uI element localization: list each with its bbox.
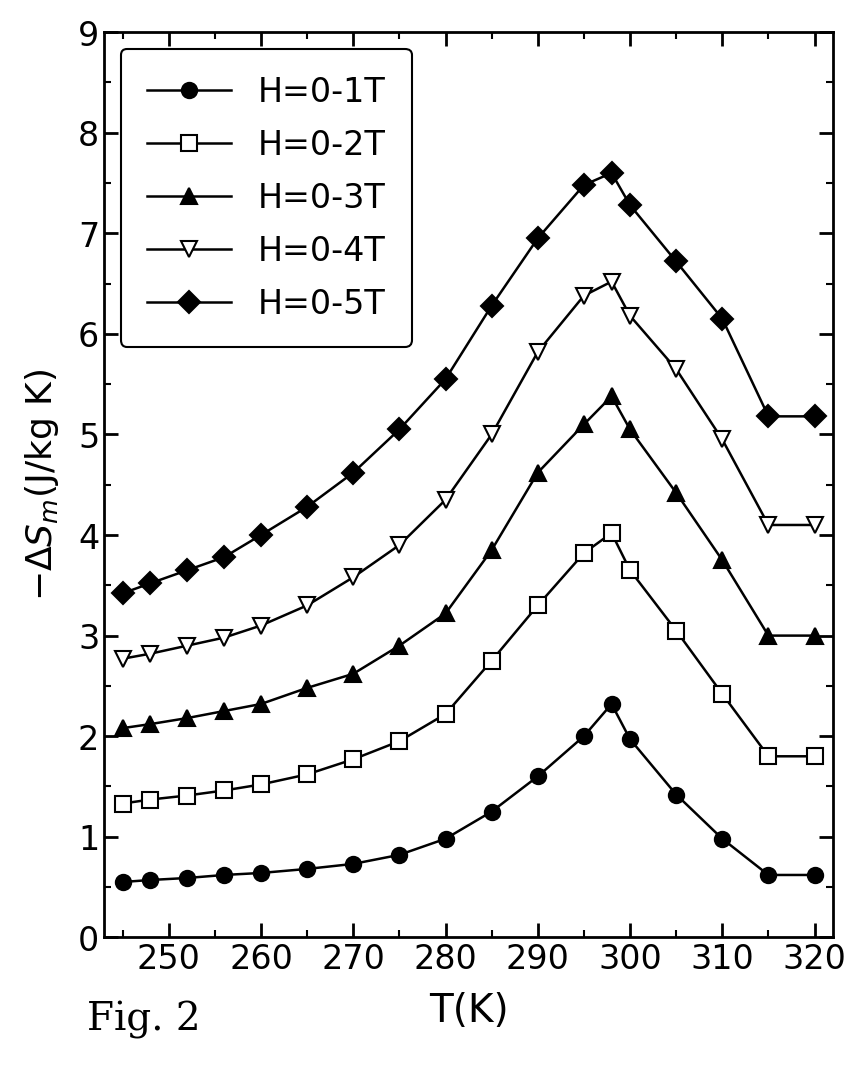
H=0-3T xyxy=(809,629,819,642)
H=0-2T xyxy=(809,750,819,763)
H=0-2T xyxy=(302,768,312,782)
H=0-3T xyxy=(348,667,358,680)
H=0-1T xyxy=(117,875,127,888)
H=0-2T xyxy=(670,625,681,638)
H=0-3T xyxy=(486,544,497,557)
H=0-1T xyxy=(256,867,266,880)
H=0-2T xyxy=(578,547,589,560)
H=0-1T xyxy=(486,806,497,819)
H=0-1T xyxy=(218,869,229,882)
H=0-1T xyxy=(763,869,773,882)
H=0-1T xyxy=(440,833,450,846)
H=0-4T xyxy=(394,538,404,552)
H=0-4T xyxy=(440,494,450,507)
Line: H=0-3T: H=0-3T xyxy=(114,389,822,736)
H=0-4T xyxy=(117,653,127,666)
H=0-5T xyxy=(218,550,229,564)
H=0-1T xyxy=(532,770,543,783)
H=0-2T xyxy=(394,735,404,748)
H=0-4T xyxy=(182,640,192,653)
H=0-4T xyxy=(302,600,312,613)
Line: H=0-1T: H=0-1T xyxy=(114,697,822,889)
Line: H=0-2T: H=0-2T xyxy=(114,525,822,811)
H=0-3T xyxy=(256,698,266,711)
H=0-5T xyxy=(117,588,127,601)
H=0-5T xyxy=(348,467,358,480)
H=0-1T xyxy=(145,873,155,886)
H=0-5T xyxy=(394,423,404,436)
Y-axis label: $-\Delta S_m$(J/kg K): $-\Delta S_m$(J/kg K) xyxy=(23,368,62,602)
H=0-5T xyxy=(256,529,266,542)
H=0-3T xyxy=(578,419,589,432)
H=0-3T xyxy=(606,390,616,403)
H=0-5T xyxy=(145,577,155,590)
H=0-2T xyxy=(606,526,616,540)
H=0-2T xyxy=(716,688,727,701)
H=0-4T xyxy=(532,346,543,359)
H=0-2T xyxy=(348,753,358,766)
H=0-5T xyxy=(440,373,450,386)
H=0-1T xyxy=(670,788,681,801)
H=0-3T xyxy=(218,705,229,718)
H=0-3T xyxy=(624,423,635,436)
H=0-1T xyxy=(394,848,404,861)
H=0-2T xyxy=(440,707,450,720)
H=0-3T xyxy=(763,629,773,642)
H=0-4T xyxy=(256,619,266,632)
H=0-3T xyxy=(394,640,404,653)
H=0-4T xyxy=(763,519,773,532)
H=0-3T xyxy=(716,554,727,567)
H=0-2T xyxy=(218,784,229,797)
H=0-4T xyxy=(486,428,497,441)
H=0-5T xyxy=(182,564,192,577)
H=0-3T xyxy=(182,712,192,725)
H=0-4T xyxy=(606,276,616,289)
H=0-2T xyxy=(763,750,773,763)
H=0-2T xyxy=(486,654,497,667)
H=0-1T xyxy=(809,869,819,882)
H=0-5T xyxy=(716,313,727,326)
H=0-5T xyxy=(670,255,681,268)
H=0-5T xyxy=(578,179,589,192)
H=0-4T xyxy=(348,571,358,584)
X-axis label: T(K): T(K) xyxy=(428,992,508,1030)
H=0-4T xyxy=(578,290,589,303)
Line: H=0-5T: H=0-5T xyxy=(114,166,822,602)
H=0-1T xyxy=(624,732,635,746)
H=0-1T xyxy=(182,872,192,885)
H=0-5T xyxy=(809,410,819,423)
H=0-3T xyxy=(670,486,681,499)
H=0-4T xyxy=(218,631,229,644)
H=0-4T xyxy=(716,434,727,447)
H=0-2T xyxy=(145,794,155,807)
H=0-5T xyxy=(763,410,773,423)
H=0-5T xyxy=(606,167,616,180)
H=0-2T xyxy=(117,797,127,810)
Legend: H=0-1T, H=0-2T, H=0-3T, H=0-4T, H=0-5T: H=0-1T, H=0-2T, H=0-3T, H=0-4T, H=0-5T xyxy=(121,49,412,348)
H=0-3T xyxy=(117,722,127,735)
H=0-5T xyxy=(486,300,497,313)
H=0-3T xyxy=(145,717,155,730)
H=0-5T xyxy=(532,232,543,245)
H=0-3T xyxy=(440,607,450,620)
H=0-2T xyxy=(532,600,543,613)
H=0-4T xyxy=(670,363,681,376)
H=0-2T xyxy=(256,778,266,791)
H=0-1T xyxy=(716,833,727,846)
H=0-2T xyxy=(624,564,635,577)
H=0-1T xyxy=(578,730,589,743)
H=0-1T xyxy=(606,698,616,711)
Text: Fig. 2: Fig. 2 xyxy=(87,1001,200,1039)
H=0-5T xyxy=(624,199,635,213)
H=0-4T xyxy=(809,519,819,532)
H=0-2T xyxy=(182,789,192,802)
H=0-3T xyxy=(302,681,312,694)
H=0-5T xyxy=(302,500,312,513)
H=0-1T xyxy=(302,862,312,875)
H=0-4T xyxy=(145,647,155,661)
H=0-3T xyxy=(532,467,543,480)
Line: H=0-4T: H=0-4T xyxy=(114,275,822,667)
H=0-4T xyxy=(624,310,635,323)
H=0-1T xyxy=(348,858,358,871)
